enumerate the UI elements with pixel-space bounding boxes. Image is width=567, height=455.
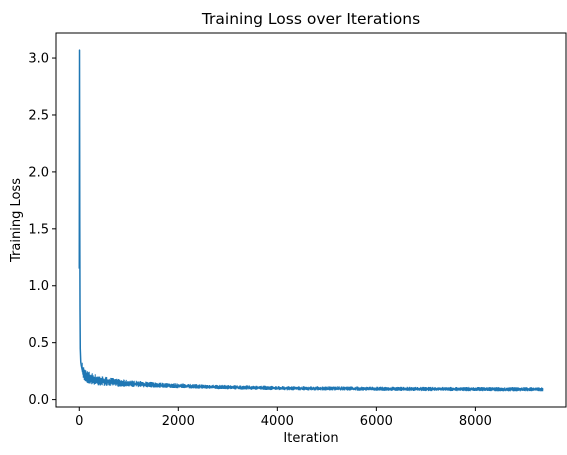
x-axis-label: Iteration	[283, 431, 338, 446]
x-tick-label: 2000	[162, 414, 195, 429]
x-tick-label: 0	[75, 414, 83, 429]
y-tick-label: 2.5	[28, 108, 49, 123]
y-tick-label: 1.5	[28, 222, 49, 237]
loss-series-line	[78, 49, 544, 391]
x-tick-label: 6000	[360, 414, 393, 429]
chart-title: Training Loss over Iterations	[201, 10, 420, 28]
y-axis-label: Training Loss	[9, 178, 24, 263]
y-tick-label: 1.0	[28, 279, 49, 294]
y-tick-label: 0.5	[28, 336, 49, 351]
x-axis: 0 2000 4000 6000 8000	[75, 407, 492, 429]
plot-frame	[55, 32, 567, 408]
y-tick-label: 0.0	[28, 393, 49, 408]
y-tick-label: 3.0	[28, 52, 49, 67]
x-tick-label: 8000	[459, 414, 492, 429]
y-tick-label: 2.0	[28, 165, 49, 180]
x-tick-label: 4000	[261, 414, 294, 429]
loss-noise-band	[81, 362, 544, 392]
y-axis: 0.0 0.5 1.0 1.5 2.0 2.5 3.0	[28, 52, 56, 408]
